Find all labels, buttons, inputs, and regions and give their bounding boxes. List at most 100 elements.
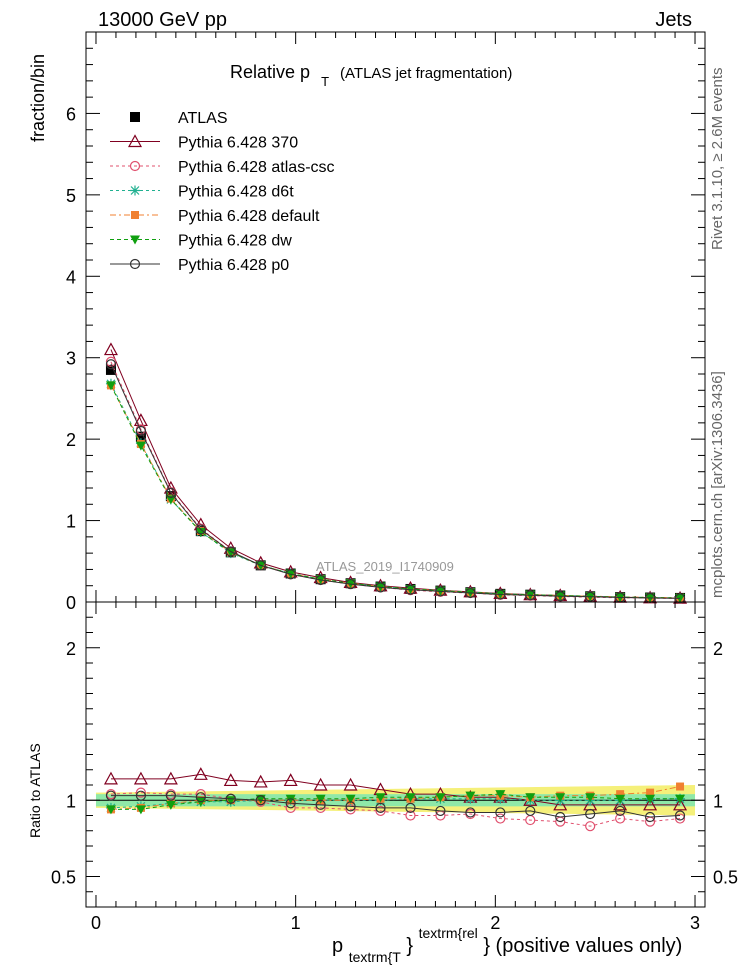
main-data-point (345, 578, 356, 590)
legend-entry: Pythia 6.428 dw (110, 233, 292, 250)
ratio-data-point (105, 805, 116, 815)
ratio-data-point (315, 799, 326, 810)
main-data-point (255, 560, 266, 571)
ratio-y-tick-label-right: 1 (713, 791, 723, 811)
legend-entry: Pythia 6.428 atlas-csc (110, 159, 335, 176)
ratio-data-point (345, 794, 356, 804)
ratio-data-point (345, 801, 356, 812)
ratio-data-point (313, 777, 328, 791)
legend-label: ATLAS (178, 110, 228, 127)
ratio-data-point (375, 793, 386, 803)
ratio-data-point (465, 791, 476, 801)
main-y-tick-label: 3 (66, 349, 76, 369)
ratio-y-tick-label: 0.5 (51, 868, 76, 888)
ratio-data-point (555, 793, 566, 803)
xlabel-main: p (332, 935, 343, 957)
ratio-data-point (283, 773, 298, 787)
ratio-series-4 (105, 790, 686, 815)
xlabel-rest: } (positive values only) (483, 935, 682, 957)
main-data-point (103, 342, 118, 356)
ratio-x-tick-label: 3 (690, 913, 700, 933)
xlabel-close: } (406, 935, 413, 957)
ratio-series-line (110, 786, 681, 810)
main-y-tick-label: 4 (66, 267, 76, 287)
main-data-point (495, 589, 506, 600)
legend-marker (129, 160, 141, 172)
legend-marker (130, 235, 140, 245)
ratio-data-point (615, 813, 626, 824)
watermark: ATLAS_2019_I1740909 (316, 559, 454, 574)
ratio-y-tick-label: 1 (66, 791, 76, 811)
ratio-data-point (135, 805, 146, 815)
legend-label: Pythia 6.428 atlas-csc (178, 159, 335, 176)
main-y-tick-label: 2 (66, 430, 76, 450)
ratio-ylabel: Ratio to ATLAS (27, 743, 43, 838)
legend: ATLAS Pythia 6.428 370 Pythia 6.428 atlas-… (110, 110, 335, 274)
main-data-point (465, 587, 476, 599)
main-y-tick-label: 1 (66, 512, 76, 532)
side-label-mcplots: mcplots.cern.ch [arXiv:1306.3436] (709, 371, 726, 598)
ratio-data-point (585, 793, 596, 803)
legend-label: Pythia 6.428 370 (178, 135, 298, 152)
main-data-point (644, 592, 656, 604)
main-data-point (225, 548, 236, 558)
main-data-point (135, 431, 146, 442)
ratio-data-point (676, 782, 685, 791)
title-sub: T (321, 74, 329, 89)
main-data-point (165, 495, 176, 505)
ratio-series-line (110, 773, 681, 806)
ratio-data-point (615, 805, 626, 817)
main-y-tick-label: 5 (66, 186, 76, 206)
ratio-data-point (674, 810, 686, 821)
main-data-point (225, 546, 236, 557)
ratio-data-point (135, 790, 147, 801)
header-right: Jets (655, 9, 692, 31)
main-data-point (585, 591, 596, 602)
ratio-series-5 (105, 790, 686, 823)
legend-marker (130, 112, 140, 122)
ratio-data-point (375, 805, 386, 817)
ratio-data-point (673, 797, 688, 811)
ratio-frame (85, 601, 706, 908)
ratio-data-point (133, 771, 148, 785)
ratio-data-point (553, 797, 568, 811)
ratio-x-tick-label: 0 (91, 913, 101, 933)
ratio-data-point (165, 800, 176, 810)
ratio-data-point (525, 793, 536, 803)
main-panel: 0 1 2 3 4 5 6 (66, 31, 706, 613)
legend-entry: Pythia 6.428 370 (110, 134, 298, 152)
main-data-point (195, 524, 206, 535)
ratio-data-point (495, 790, 506, 800)
ratio-x-tick-label: 2 (490, 913, 500, 933)
main-y-tick-label: 0 (66, 593, 76, 613)
xlabel-sub: textrm{T (349, 949, 402, 965)
ratio-data-point (405, 793, 416, 803)
ratio-data-point (645, 794, 656, 804)
main-data-point (674, 593, 686, 604)
main-data-point (555, 591, 566, 602)
ratio-y-tick-label: 2 (66, 639, 76, 659)
ratio-data-point (435, 805, 446, 817)
main-data-point (675, 593, 686, 603)
ratio-data-point (105, 790, 117, 801)
ratio-data-point (315, 794, 326, 804)
main-data-point (405, 584, 416, 595)
ratio-data-point (613, 797, 628, 811)
ratio-data-point (615, 794, 626, 804)
ratio-data-point (495, 807, 506, 818)
main-series-6 (105, 359, 686, 604)
ratio-data-point (646, 788, 655, 797)
ratio-data-point (644, 811, 656, 823)
main-data-point (315, 574, 326, 586)
legend-label: Pythia 6.428 default (178, 208, 320, 225)
xlabel-sup: textrm{rel (419, 925, 478, 941)
ratio-data-point (343, 777, 358, 791)
ratio-data-point (405, 810, 416, 821)
ratio-data-point (465, 807, 476, 818)
ratio-data-point (585, 821, 596, 832)
header-left: 13000 GeV pp (98, 9, 227, 31)
legend-marker (127, 134, 143, 148)
ratio-data-point (225, 793, 236, 804)
ratio-data-point (585, 808, 596, 820)
